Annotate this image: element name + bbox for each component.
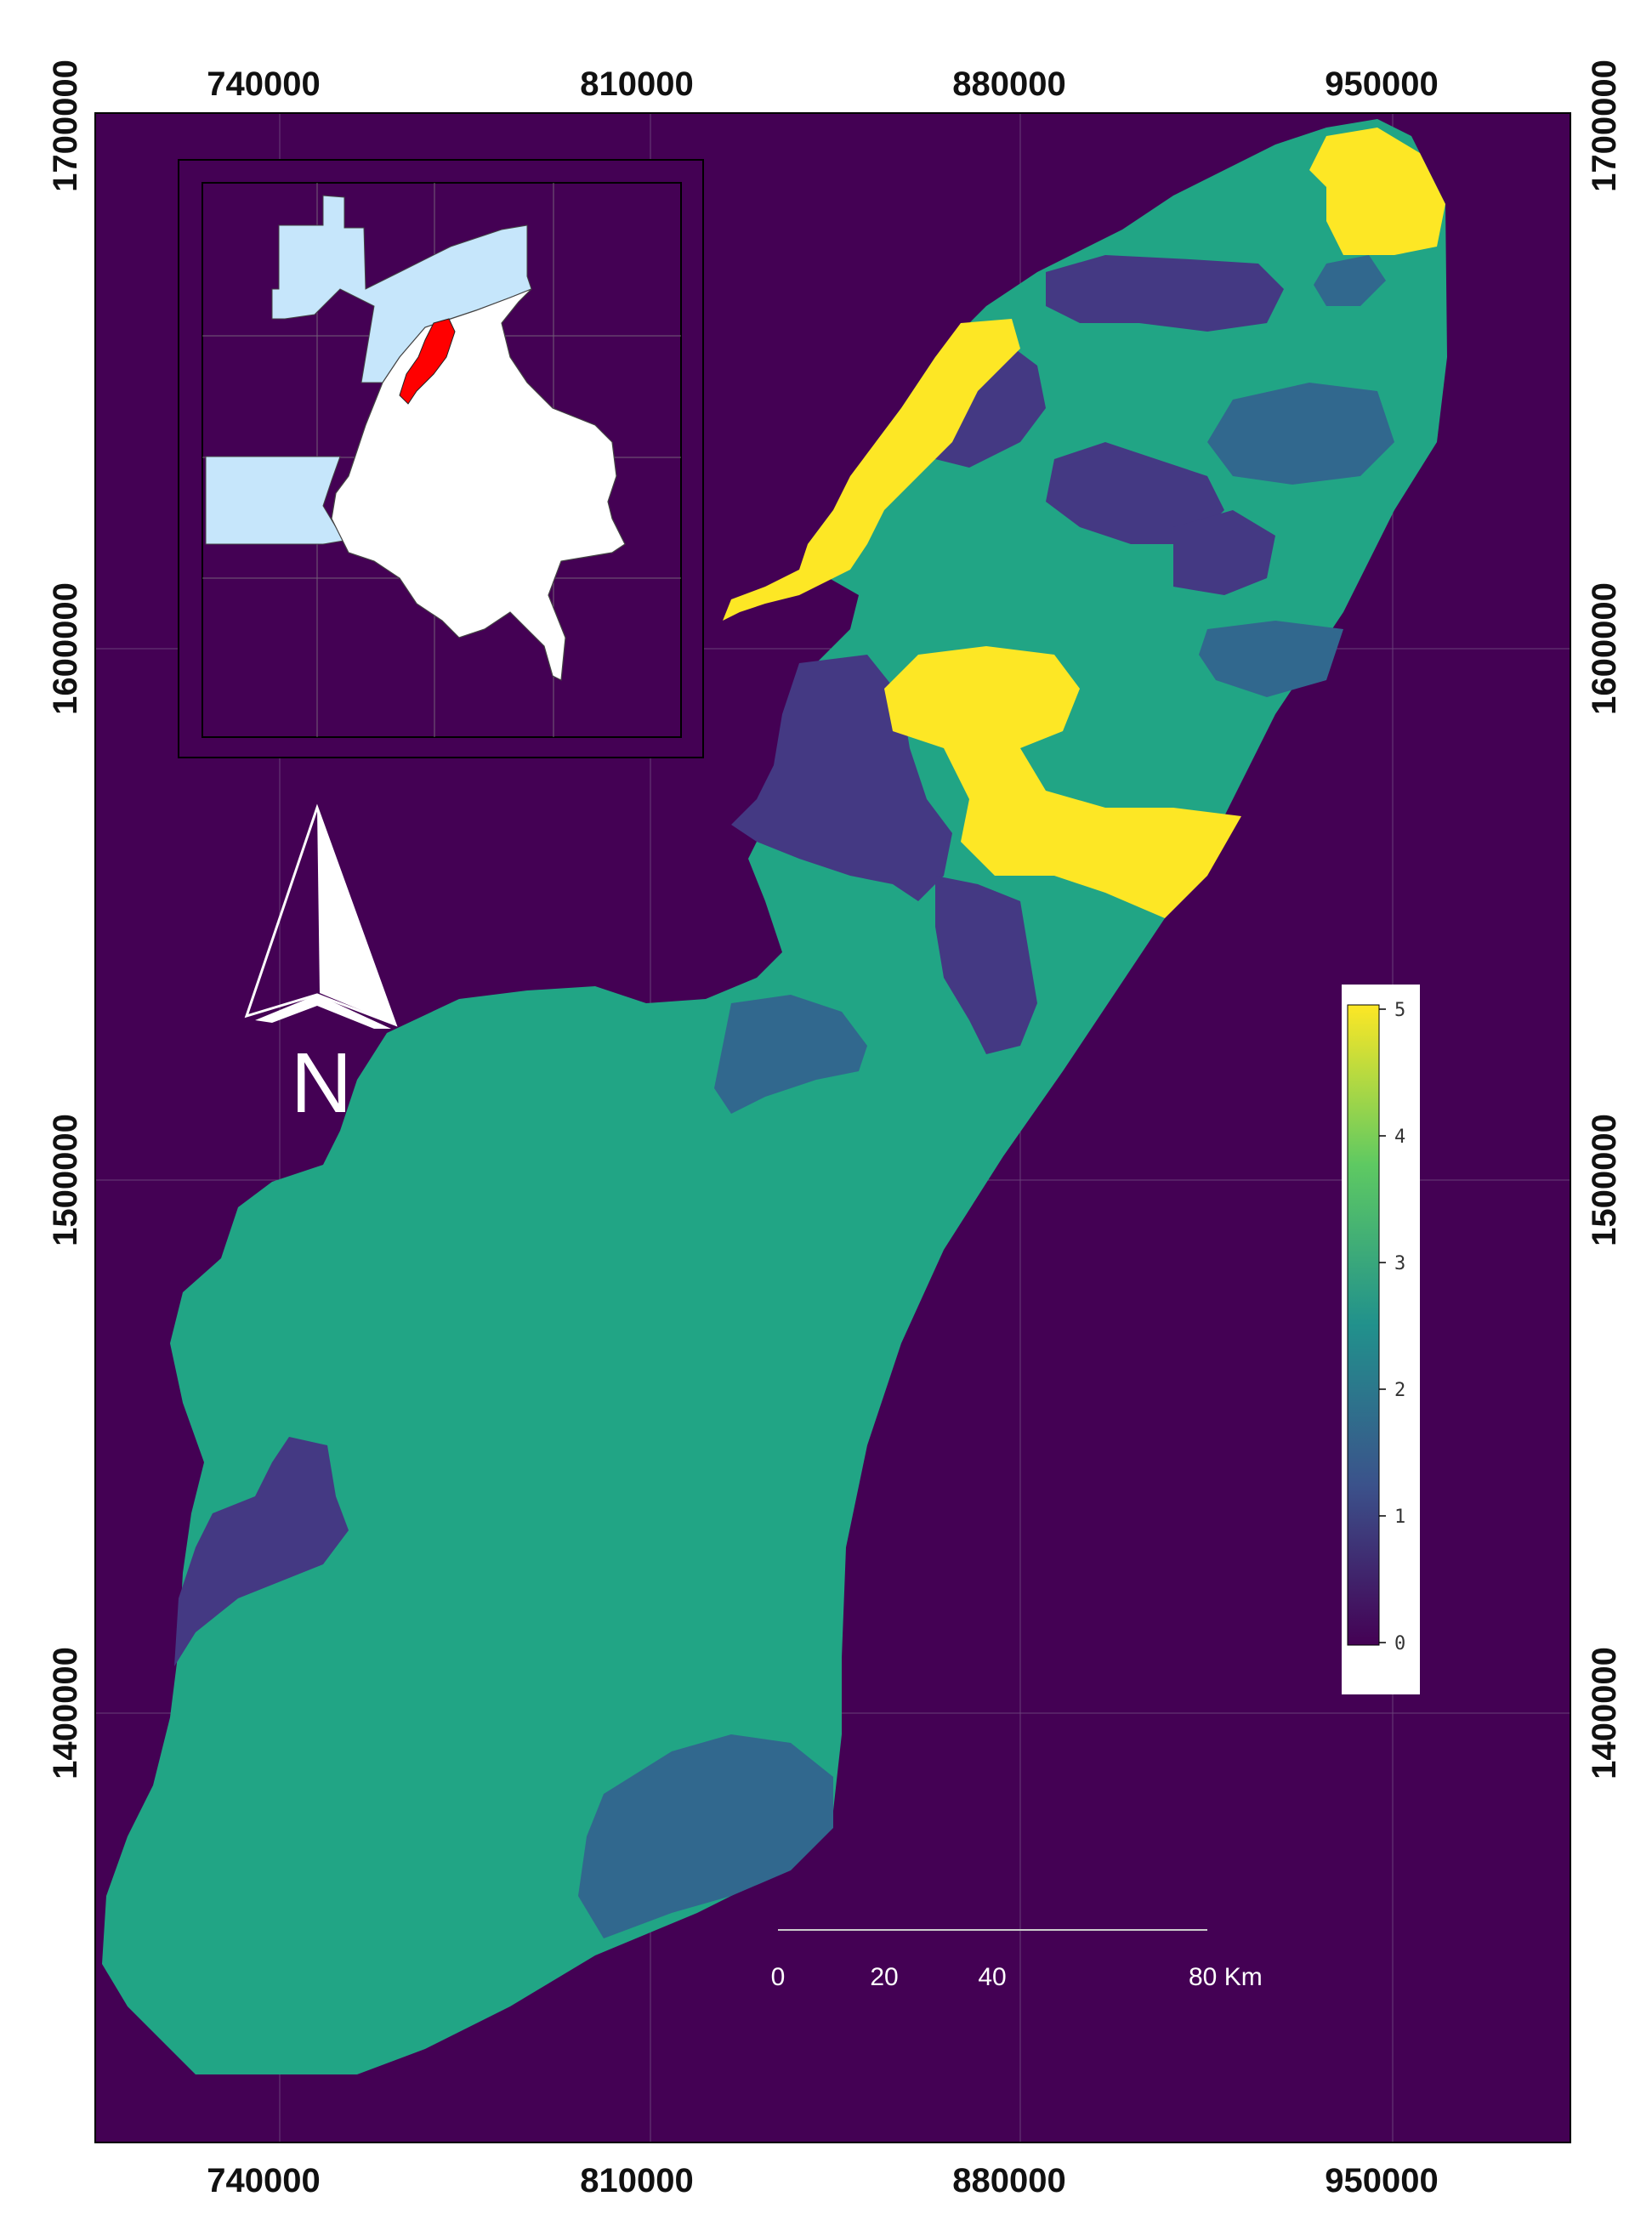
region-class-3-main [102,119,1447,2074]
x-tick-label: 880000 [952,65,1065,103]
map-frame [94,112,1571,2143]
region-class-1-north [1046,255,1284,332]
region-class-2-central [714,995,867,1114]
x-tick-label: 810000 [580,2162,693,2199]
region-class-1-east [1173,510,1275,595]
region-class-2-south [578,1734,833,1938]
scale-label: 40 [978,1963,1006,1991]
region-class-5-center [884,646,1241,918]
x-tick-label: 740000 [207,65,320,103]
region-class-2-mid-east [1199,621,1343,697]
colorbar-label: 2 [1394,1380,1405,1401]
y-tick-label: 1600000 [47,582,84,715]
region-class-1-west [935,340,1046,468]
y-tick-label: 1400000 [1586,1647,1623,1779]
north-letter: N [291,1036,352,1131]
y-tick-label: 1500000 [47,1114,84,1246]
region-class-2-north [1314,255,1386,306]
region-class-5-northwest [723,319,1020,621]
region-class-1-south [935,876,1037,1054]
colorbar-gradient [1347,1004,1380,1646]
x-tick-label: 950000 [1325,65,1438,103]
scale-label: 80 Km [1189,1963,1263,1991]
y-tick-label: 1500000 [1586,1114,1623,1246]
scale-label: 20 [870,1963,898,1991]
x-tick-label: 950000 [1325,2162,1438,2199]
class-5-regions [723,128,1445,918]
scale-bar: 0 20 40 80 Km [771,1929,1263,1991]
region-class-2-east [1207,383,1394,485]
y-axis-right: 1700000 1600000 1500000 1400000 [1586,60,1623,1779]
y-tick-label: 1600000 [1586,582,1623,715]
region-class-1-west-coast [174,1437,349,1666]
colorbar-label: 4 [1394,1127,1405,1148]
region-class-5-northeast [1309,128,1445,255]
colorbar-label: 1 [1394,1507,1405,1528]
y-tick-label: 1700000 [1586,60,1623,192]
x-axis-bottom: 740000 810000 880000 950000 [207,2162,1438,2199]
north-arrow-icon: N [244,803,398,1131]
colorbar: 5 4 3 2 1 0 [1342,985,1420,1694]
x-tick-label: 810000 [580,65,693,103]
x-axis-top: 740000 810000 880000 950000 [207,65,1438,103]
colorbar-label: 0 [1394,1633,1405,1654]
region-class-1-central [1046,442,1224,544]
x-tick-label: 880000 [952,2162,1065,2199]
inset-map [178,159,704,758]
y-axis-left: 1700000 1600000 1500000 1400000 [47,60,84,1779]
y-tick-label: 1400000 [47,1647,84,1779]
class-2-regions [578,255,1394,1938]
scale-label: 0 [771,1963,786,1991]
inset-highlight [399,318,456,405]
x-tick-label: 740000 [207,2162,320,2199]
colorbar-label: 3 [1394,1253,1405,1274]
y-tick-label: 1700000 [47,60,84,192]
colorbar-label: 5 [1394,1000,1405,1021]
